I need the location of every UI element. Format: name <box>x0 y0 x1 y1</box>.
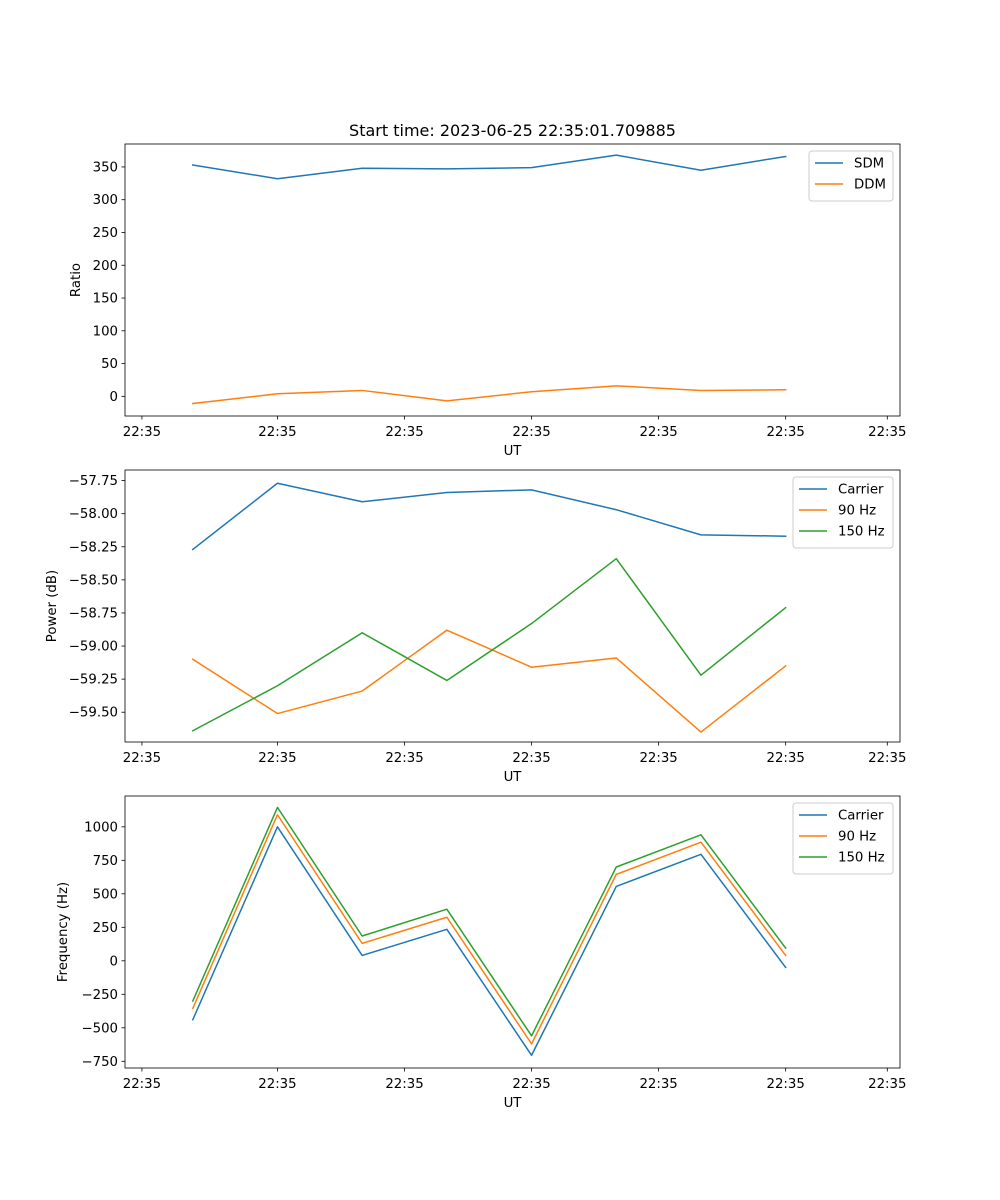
y-tick-label: 350 <box>93 160 118 175</box>
x-tick-label: 22:35 <box>512 1077 550 1092</box>
x-tick-label: 22:35 <box>385 425 423 440</box>
plot-frame <box>124 795 901 1069</box>
x-tick-label: 22:35 <box>123 751 161 766</box>
legend-label: 90 Hz <box>838 504 876 519</box>
y-tick-label: 0 <box>110 390 118 405</box>
frequency-chart: 22:35 22:35 22:35 22:35 22:35 22:35 22:35 −750 −… <box>56 795 906 1111</box>
y-tick-label: −250 <box>81 988 118 1003</box>
legend-label: DDM <box>854 178 886 193</box>
y-tick-label: 0 <box>110 954 118 969</box>
y-tick-label: 500 <box>93 887 118 902</box>
x-tick-label: 22:35 <box>123 1077 161 1092</box>
y-tick-label: −58.00 <box>69 507 118 522</box>
y-tick-label: −58.25 <box>69 540 118 555</box>
y-axis-label: Ratio <box>69 263 84 297</box>
series-line-90-hz <box>191 814 787 1045</box>
x-tick-label: 22:35 <box>639 751 677 766</box>
y-tick-label: 200 <box>93 259 118 274</box>
y-axis-label: Power (dB) <box>45 570 60 642</box>
x-axis-label: UT <box>504 444 523 459</box>
series-line-ddm <box>191 385 787 405</box>
y-tick-label: 250 <box>93 226 118 241</box>
x-tick-label: 22:35 <box>766 751 804 766</box>
y-tick-label: −500 <box>81 1021 118 1036</box>
y-tick-label: 50 <box>101 357 118 372</box>
y-tick-label: 750 <box>93 854 118 869</box>
legend-label: 90 Hz <box>838 830 876 845</box>
x-tick-label: 22:35 <box>868 751 906 766</box>
series-line-90-hz <box>191 629 787 733</box>
legend-label: 150 Hz <box>838 851 885 866</box>
y-tick-label: 1000 <box>84 820 118 835</box>
legend-label: Carrier <box>838 809 884 824</box>
x-tick-label: 22:35 <box>639 425 677 440</box>
legend: SDM DDM <box>808 150 894 202</box>
power-chart: 22:35 22:35 22:35 22:35 22:35 22:35 22:35 −59.5… <box>45 469 906 785</box>
x-axis-label: UT <box>504 1096 523 1111</box>
plot-frame <box>124 143 901 417</box>
x-tick-label: 22:35 <box>385 1077 423 1092</box>
legend-label: Carrier <box>838 483 884 498</box>
legend-label: SDM <box>854 157 884 172</box>
series-line-carrier <box>191 826 787 1057</box>
legend: Carrier 90 Hz 150 Hz <box>792 476 894 549</box>
y-tick-label: −58.50 <box>69 573 118 588</box>
x-tick-label: 22:35 <box>512 425 550 440</box>
y-tick-label: −59.00 <box>69 640 118 655</box>
x-tick-label: 22:35 <box>258 425 296 440</box>
plot-frame <box>124 469 901 743</box>
series-line-sdm <box>191 154 787 180</box>
series-line-150-hz <box>191 557 787 732</box>
x-tick-label: 22:35 <box>639 1077 677 1092</box>
y-tick-label: −59.50 <box>69 706 118 721</box>
x-axis-label: UT <box>504 770 523 785</box>
x-tick-label: 22:35 <box>868 425 906 440</box>
x-tick-label: 22:35 <box>868 1077 906 1092</box>
x-tick-label: 22:35 <box>258 751 296 766</box>
y-tick-label: 150 <box>93 292 118 307</box>
figure-title: Start time: 2023-06-25 22:35:01.709885 <box>349 121 676 140</box>
y-tick-label: −750 <box>81 1055 118 1070</box>
y-tick-label: −59.25 <box>69 673 118 688</box>
y-tick-label: −58.75 <box>69 606 118 621</box>
y-tick-label: 300 <box>93 193 118 208</box>
y-tick-label: 250 <box>93 921 118 936</box>
series-line-150-hz <box>191 806 787 1037</box>
ratio-chart: 22:35 22:35 22:35 22:35 22:35 22:35 22:35 0 50 10… <box>69 143 906 459</box>
y-tick-label: −57.75 <box>69 474 118 489</box>
y-tick-label: 100 <box>93 324 118 339</box>
x-tick-label: 22:35 <box>385 751 423 766</box>
x-tick-label: 22:35 <box>766 425 804 440</box>
x-tick-label: 22:35 <box>123 425 161 440</box>
x-tick-label: 22:35 <box>766 1077 804 1092</box>
series-line-carrier <box>191 482 787 551</box>
x-tick-label: 22:35 <box>258 1077 296 1092</box>
legend-label: 150 Hz <box>838 525 885 540</box>
legend: Carrier 90 Hz 150 Hz <box>792 802 894 875</box>
x-tick-label: 22:35 <box>512 751 550 766</box>
y-axis-label: Frequency (Hz) <box>56 882 71 982</box>
